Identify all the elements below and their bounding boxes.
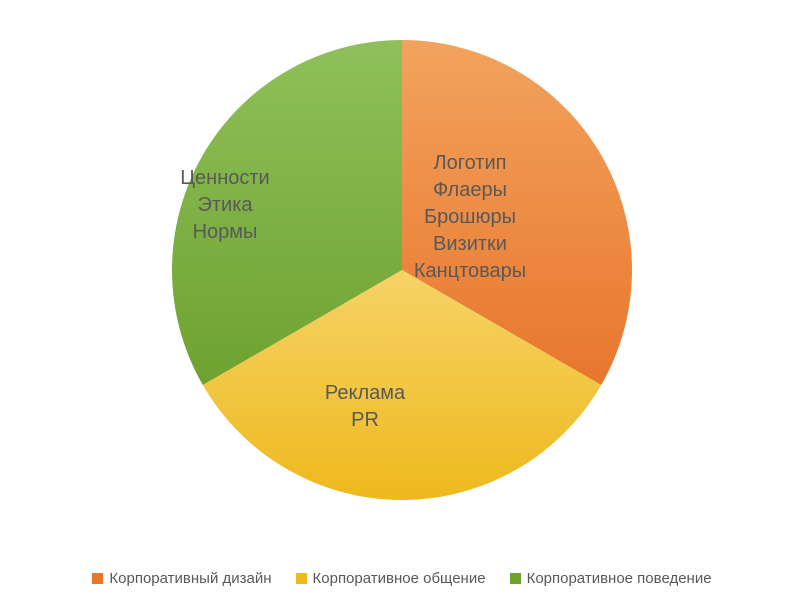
legend: Корпоративный дизайн Корпоративное общен… [0,570,804,587]
legend-swatch-design [92,573,103,584]
pie-svg [172,40,632,500]
pie-chart [172,40,632,505]
legend-swatch-communication [296,573,307,584]
legend-item-design: Корпоративный дизайн [92,570,271,587]
legend-label-behavior: Корпоративное поведение [527,570,712,587]
legend-swatch-behavior [510,573,521,584]
chart-stage: ЛоготипФлаерыБрошюрыВизиткиКанцтоварыРек… [0,0,804,605]
legend-label-design: Корпоративный дизайн [109,570,271,587]
legend-item-communication: Корпоративное общение [296,570,486,587]
legend-label-communication: Корпоративное общение [313,570,486,587]
legend-item-behavior: Корпоративное поведение [510,570,712,587]
